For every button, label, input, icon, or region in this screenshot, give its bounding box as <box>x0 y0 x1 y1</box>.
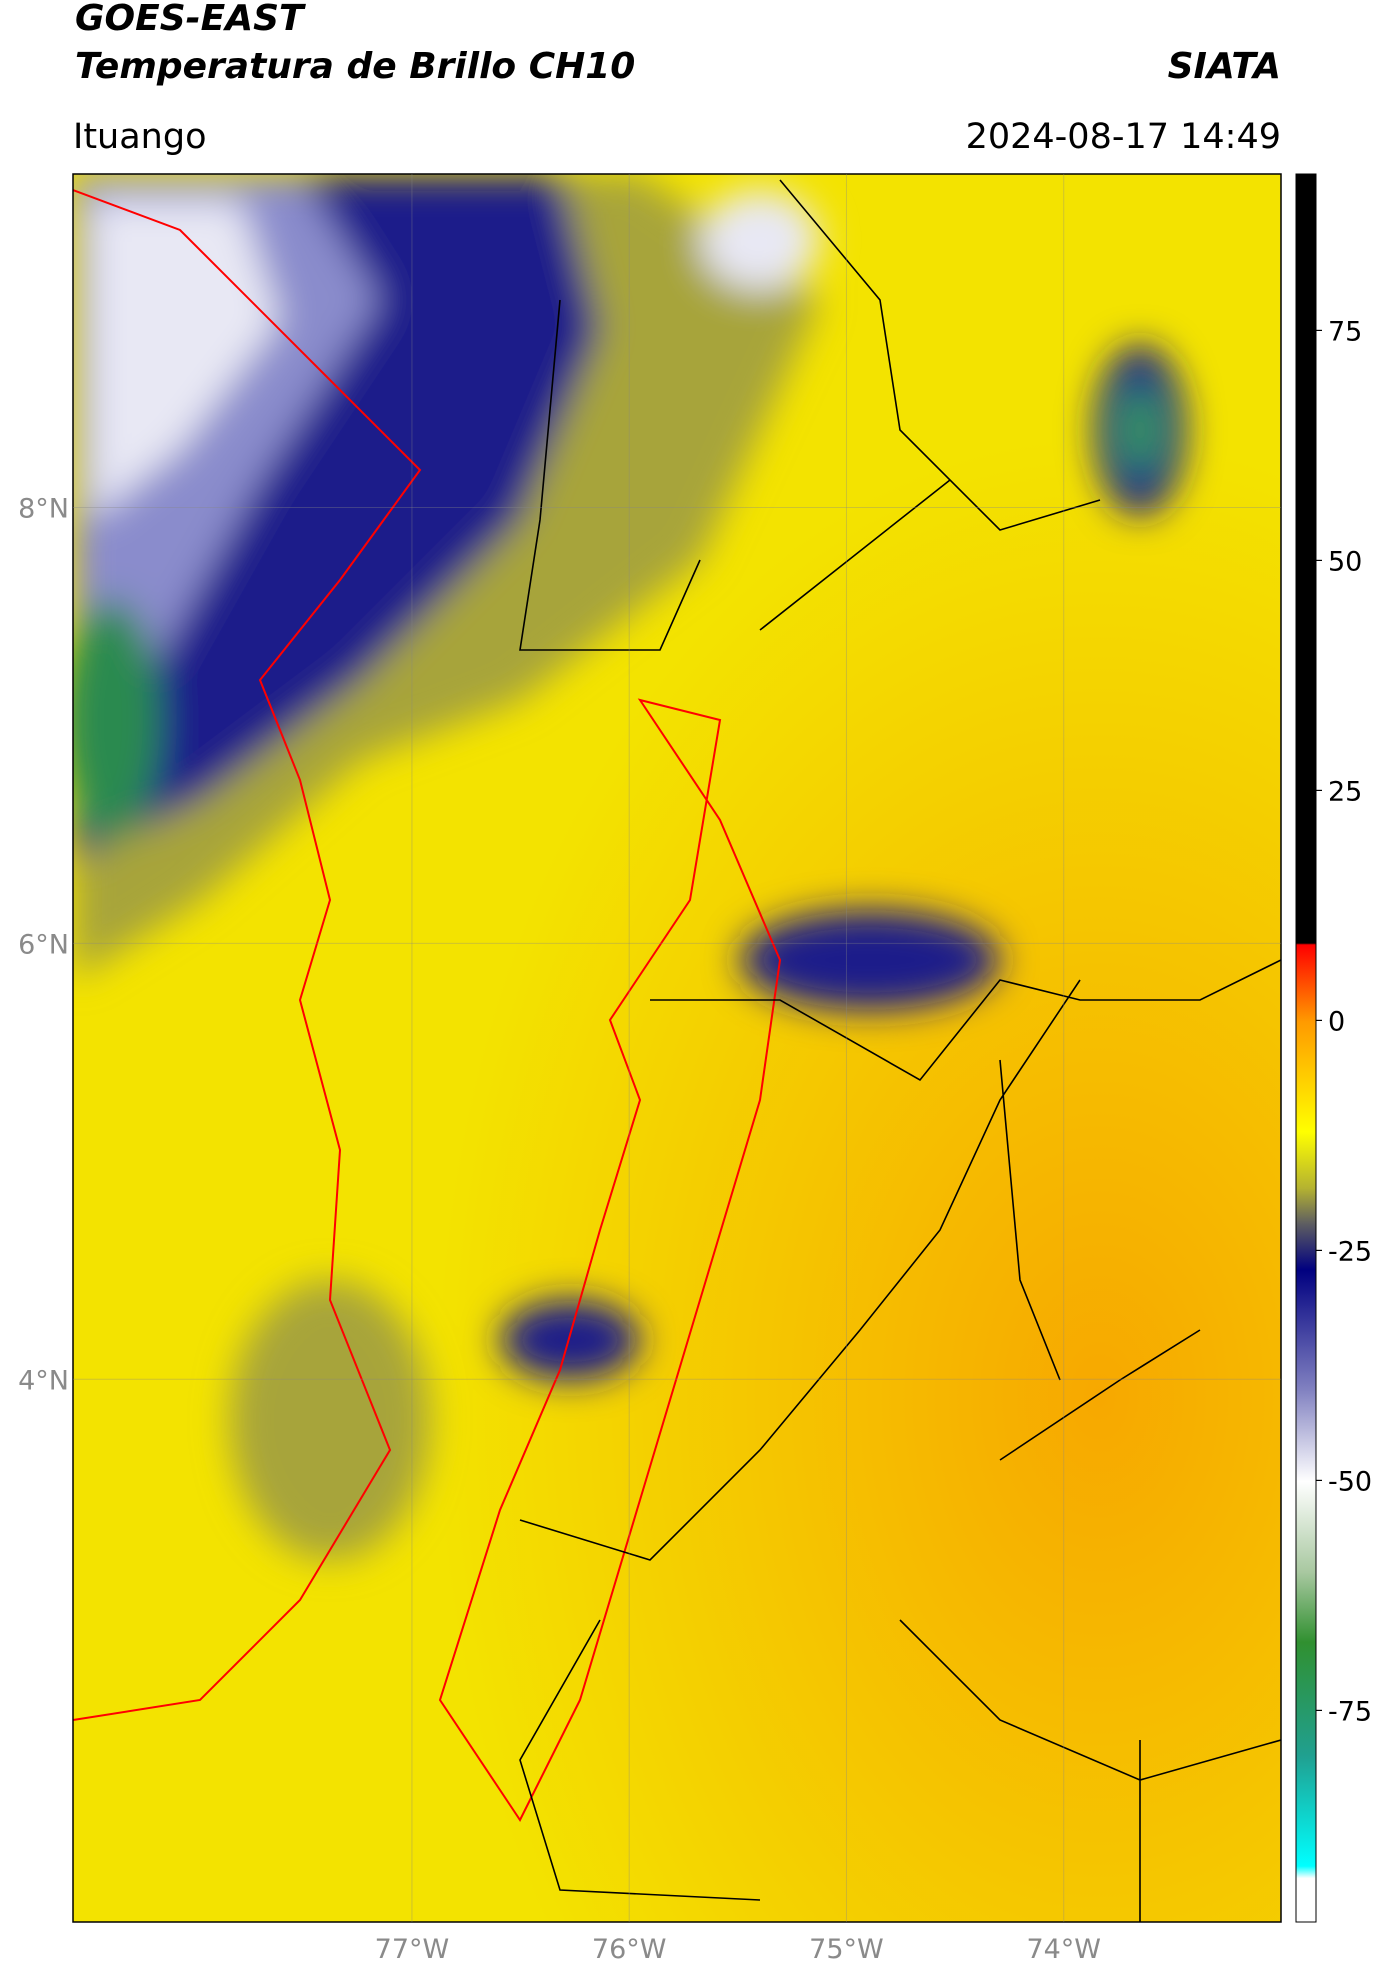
colorbar-label: -75 <box>1328 1696 1372 1727</box>
colorbar-label: -50 <box>1328 1466 1372 1497</box>
colorbar <box>1295 173 1317 1923</box>
brand: SIATA <box>1168 46 1281 87</box>
x-tick-label: 76°W <box>592 1934 667 1965</box>
colorbar-label: 75 <box>1328 316 1362 347</box>
colorbar-label: 50 <box>1328 546 1362 577</box>
y-tick-label: 8°N <box>18 493 69 524</box>
x-tick-label: 77°W <box>375 1934 450 1965</box>
timestamp: 2024-08-17 14:49 <box>966 117 1281 157</box>
colorbar-label: 0 <box>1328 1006 1345 1037</box>
x-tick-label: 75°W <box>809 1934 884 1965</box>
title: GOES-EAST <box>75 0 306 39</box>
map-image <box>73 174 1281 1922</box>
location: Ituango <box>73 117 207 157</box>
subtitle: Temperatura de Brillo CH10 <box>75 46 635 87</box>
x-tick-label: 74°W <box>1026 1934 1101 1965</box>
colorbar-label: 25 <box>1328 776 1362 807</box>
y-tick-label: 4°N <box>18 1365 69 1396</box>
y-tick-label: 6°N <box>18 929 69 960</box>
map-frame <box>72 173 1282 1923</box>
colorbar-label: -25 <box>1328 1236 1372 1267</box>
